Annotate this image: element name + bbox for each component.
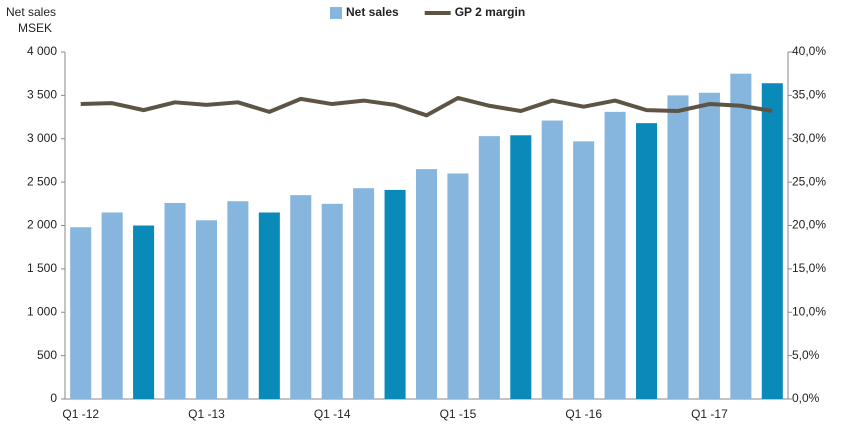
bar: [447, 173, 469, 399]
legend-label: GP 2 margin: [455, 5, 525, 19]
bar: [353, 188, 375, 399]
y2-tick-label: 20,0%: [792, 218, 826, 232]
bar: [730, 73, 752, 399]
x-tick-label: Q1 -12: [62, 407, 99, 421]
bar: [227, 201, 249, 399]
y-tick-label: 4 000: [27, 44, 57, 58]
y-tick-label: 2 000: [27, 218, 57, 232]
y-axis-label: Net sales: [6, 5, 56, 19]
y2-tick-label: 0,0%: [792, 391, 820, 405]
y-tick-label: 0: [50, 391, 57, 405]
line: [80, 95, 773, 118]
bar: [667, 95, 689, 399]
y2-tick-label: 15,0%: [792, 261, 826, 275]
y2-tick-label: 25,0%: [792, 174, 826, 188]
y2-tick-label: 10,0%: [792, 304, 826, 318]
y-axis-label: MSEK: [18, 21, 52, 35]
y2-tick-label: 40,0%: [792, 44, 826, 58]
bar: [70, 227, 92, 399]
bar: [761, 83, 783, 399]
y2-tick-label: 5,0%: [792, 348, 820, 362]
x-tick-label: Q1 -15: [440, 407, 477, 421]
bar: [164, 202, 186, 399]
bar: [541, 120, 563, 399]
bar: [573, 141, 595, 400]
bar: [384, 189, 406, 399]
x-tick-label: Q1 -14: [314, 407, 351, 421]
x-tick-label: Q1 -16: [565, 407, 602, 421]
bar: [195, 220, 217, 399]
y-tick-label: 3 000: [27, 131, 57, 145]
x-tick-label: Q1 -17: [691, 407, 728, 421]
y2-tick-label: 30,0%: [792, 131, 826, 145]
bar: [133, 225, 155, 399]
bar: [604, 111, 626, 400]
bar: [478, 136, 500, 399]
y2-tick-label: 35,0%: [792, 88, 826, 102]
x-tick-label: Q1 -13: [188, 407, 225, 421]
y-tick-label: 1 000: [27, 304, 57, 318]
bar: [698, 92, 720, 400]
y-tick-label: 500: [37, 348, 57, 362]
y-tick-label: 2 500: [27, 174, 57, 188]
y-tick-label: 1 500: [27, 261, 57, 275]
y-tick-label: 3 500: [27, 88, 57, 102]
bar: [510, 135, 532, 399]
bar: [636, 123, 658, 399]
legend-label: Net sales: [346, 5, 399, 19]
legend-swatch: [330, 7, 342, 19]
bar: [258, 212, 280, 399]
bar: [101, 212, 123, 399]
bar: [415, 169, 438, 399]
bar: [321, 203, 343, 399]
bar: [290, 195, 312, 399]
